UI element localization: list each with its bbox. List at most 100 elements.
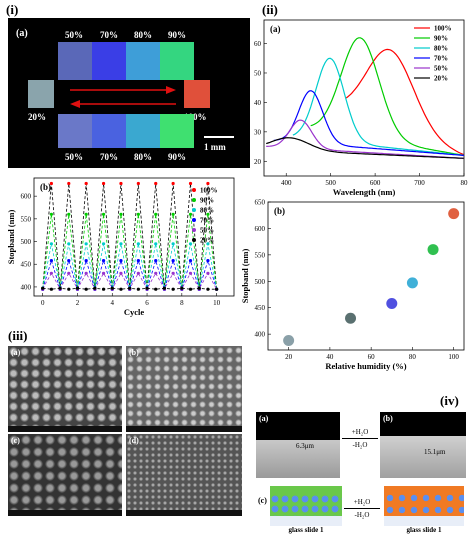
glass-label-left: glass slide 1 <box>288 526 324 534</box>
cycle-point <box>188 242 193 246</box>
cycle-point <box>101 212 106 216</box>
cycle-point <box>188 212 193 216</box>
cycle-point <box>197 286 201 290</box>
chart-sub-label: (b) <box>40 182 51 192</box>
cycle-point <box>154 287 158 291</box>
cycle-point <box>101 271 106 275</box>
arrows-icon <box>70 86 176 108</box>
y-tick-label: 600 <box>255 225 266 233</box>
legend-marker <box>192 208 196 212</box>
sem-label-c: (c) <box>11 436 20 445</box>
cycle-point <box>206 242 210 246</box>
cycle-point <box>171 212 175 216</box>
cycle-point <box>49 212 53 216</box>
bottom-pct-70: 70% <box>100 152 118 162</box>
legend-marker <box>192 238 196 242</box>
y-tick-label: 450 <box>255 304 266 312</box>
y-axis-label: Stopband (nm) <box>6 210 16 265</box>
legend-label: 20% <box>434 75 448 83</box>
cycle-point <box>84 271 88 275</box>
cycle-point <box>136 242 140 246</box>
cycle-point <box>49 287 53 291</box>
cycle-point <box>119 259 123 263</box>
cycle-point <box>206 212 210 216</box>
scatter-point <box>283 334 295 346</box>
cycle-point <box>119 181 123 186</box>
swatch-top-90 <box>160 42 194 80</box>
y-tick-label: 600 <box>21 193 32 201</box>
x-tick-label: 100 <box>448 353 459 361</box>
sem-label-d: (d) <box>129 436 139 445</box>
y-tick-label: 500 <box>21 238 32 246</box>
cycle-point <box>101 242 106 246</box>
bottom-pct-50: 50% <box>65 152 83 162</box>
cycle-point <box>136 181 140 186</box>
photo-sub-label: (a) <box>16 28 28 39</box>
y-tick-label: 450 <box>21 261 32 269</box>
x-tick-label: 6 <box>145 299 149 307</box>
swatch-right-100 <box>184 80 210 108</box>
legend-label: 70% <box>200 217 214 225</box>
scatter-point <box>427 244 439 256</box>
cycle-point <box>136 212 140 216</box>
legend-marker <box>192 198 196 202</box>
x-tick-label: 500 <box>325 179 336 187</box>
scatter-point <box>448 208 460 220</box>
sem-label-b: (b) <box>129 348 139 357</box>
sem-image-c: (c) <box>8 434 122 516</box>
chart-sub-label: (a) <box>270 24 281 34</box>
schematic-left: glass slide 1 <box>270 486 342 534</box>
cross-section-a-label: (a) <box>259 414 269 423</box>
x-tick-label: 20 <box>285 353 293 361</box>
cycle-point <box>101 181 106 186</box>
y-tick-label: 650 <box>255 199 266 207</box>
hydration-arrow-top: +H₂O -H₂O <box>342 428 378 449</box>
x-axis-label: Relative humidity (%) <box>325 361 406 371</box>
y-tick-label: 500 <box>255 278 266 286</box>
legend-marker <box>192 228 196 232</box>
x-tick-label: 4 <box>111 299 115 307</box>
cycle-point <box>84 212 88 216</box>
x-tick-label: 0 <box>41 299 45 307</box>
arrow-bottom-minus: -H₂O <box>354 511 370 519</box>
cycle-point <box>49 242 53 246</box>
cycle-point <box>136 259 140 263</box>
cycle-point <box>75 286 80 290</box>
y-tick-label: 550 <box>255 251 266 259</box>
x-tick-label: 2 <box>76 299 80 307</box>
x-axis-label: Wavelength (nm) <box>333 187 396 197</box>
series-line-80pct <box>292 57 464 156</box>
series-line-20pct <box>266 137 464 159</box>
cycle-point <box>58 286 62 290</box>
y-tick-label: 30 <box>254 128 262 136</box>
cycle-point <box>119 287 123 291</box>
y-axis-label: Stopband (nm) <box>240 249 250 304</box>
right-pct-100: 100% <box>184 112 207 122</box>
cycle-point <box>154 259 158 263</box>
legend-label: 80% <box>434 45 448 53</box>
cycle-point <box>171 287 175 291</box>
swatch-top-80 <box>126 42 160 80</box>
x-tick-label: 40 <box>326 353 334 361</box>
sem-image-d: (d) <box>126 434 242 516</box>
scatter-point <box>345 312 357 324</box>
y-axis-label: Reflection (%) <box>236 71 246 124</box>
x-tick-label: 80 <box>461 179 469 187</box>
cycle-point <box>154 242 158 246</box>
arrow-top-minus: -H₂O <box>352 441 368 449</box>
legend-label: 100% <box>434 25 452 33</box>
x-tick-label: 700 <box>414 179 425 187</box>
cycle-point <box>215 287 219 291</box>
scatter-point <box>386 297 398 309</box>
y-tick-label: 20 <box>254 158 262 166</box>
plot-frame <box>267 201 465 351</box>
y-tick-label: 550 <box>21 215 32 223</box>
x-tick-label: 400 <box>281 179 292 187</box>
panel-label-ii: (ii) <box>262 2 278 17</box>
cycle-point <box>101 259 106 263</box>
humidity-chart: 20 40 60 80 100 400 450 500 550 600 650 Relative hu… <box>240 199 465 371</box>
cycle-point <box>136 287 140 291</box>
legend-label: 70% <box>434 55 448 63</box>
cycle-point <box>84 242 88 246</box>
cycle-point <box>41 286 45 290</box>
